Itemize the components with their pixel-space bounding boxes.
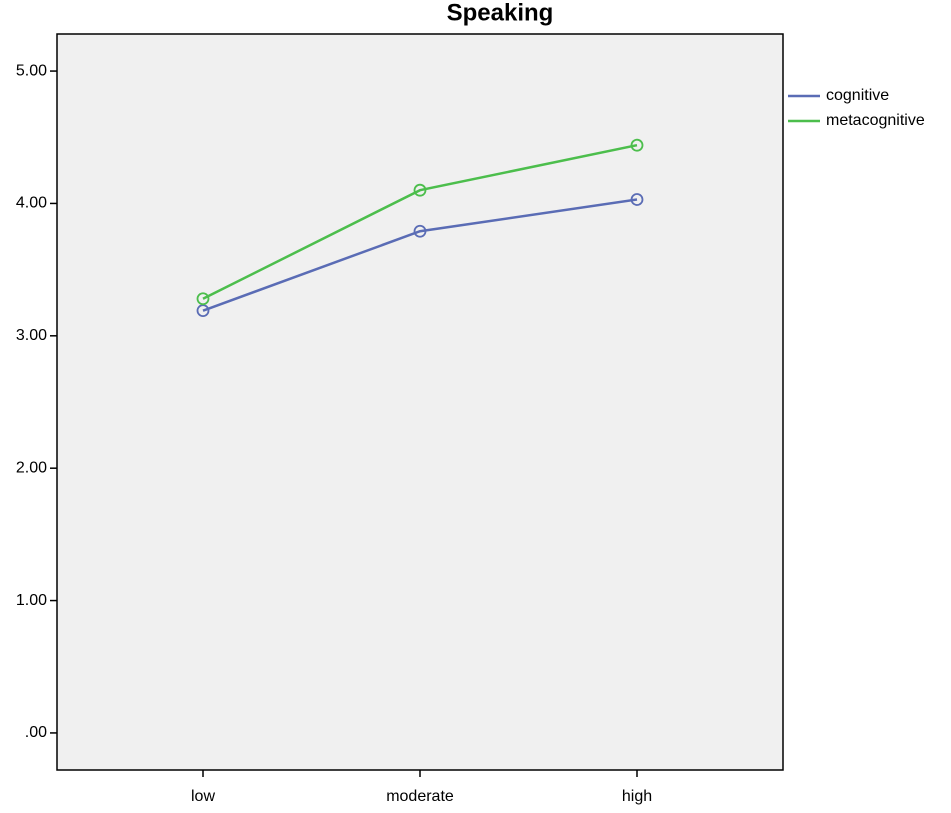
legend-label: cognitive bbox=[826, 87, 889, 104]
y-tick-label: 5.00 bbox=[16, 62, 47, 79]
x-tick-label: high bbox=[622, 788, 652, 805]
y-tick-label: .00 bbox=[25, 724, 47, 741]
y-tick-label: 4.00 bbox=[16, 195, 47, 212]
point-marker bbox=[630, 138, 644, 152]
point-marker bbox=[196, 304, 210, 318]
legend-label: metacognitive bbox=[826, 112, 925, 129]
point-marker bbox=[413, 224, 427, 238]
y-tick-label: 1.00 bbox=[16, 592, 47, 609]
x-tick-label: moderate bbox=[386, 788, 454, 805]
y-tick-label: 3.00 bbox=[16, 327, 47, 344]
point-marker bbox=[413, 183, 427, 197]
point-marker bbox=[630, 193, 644, 206]
series-line bbox=[202, 198, 638, 312]
series-line bbox=[202, 143, 638, 300]
x-tick-label: low bbox=[191, 788, 215, 805]
chart-title: Speaking bbox=[447, 0, 554, 26]
plot-area bbox=[56, 33, 784, 771]
y-tick-label: 2.00 bbox=[16, 459, 47, 476]
point-marker bbox=[196, 292, 210, 306]
